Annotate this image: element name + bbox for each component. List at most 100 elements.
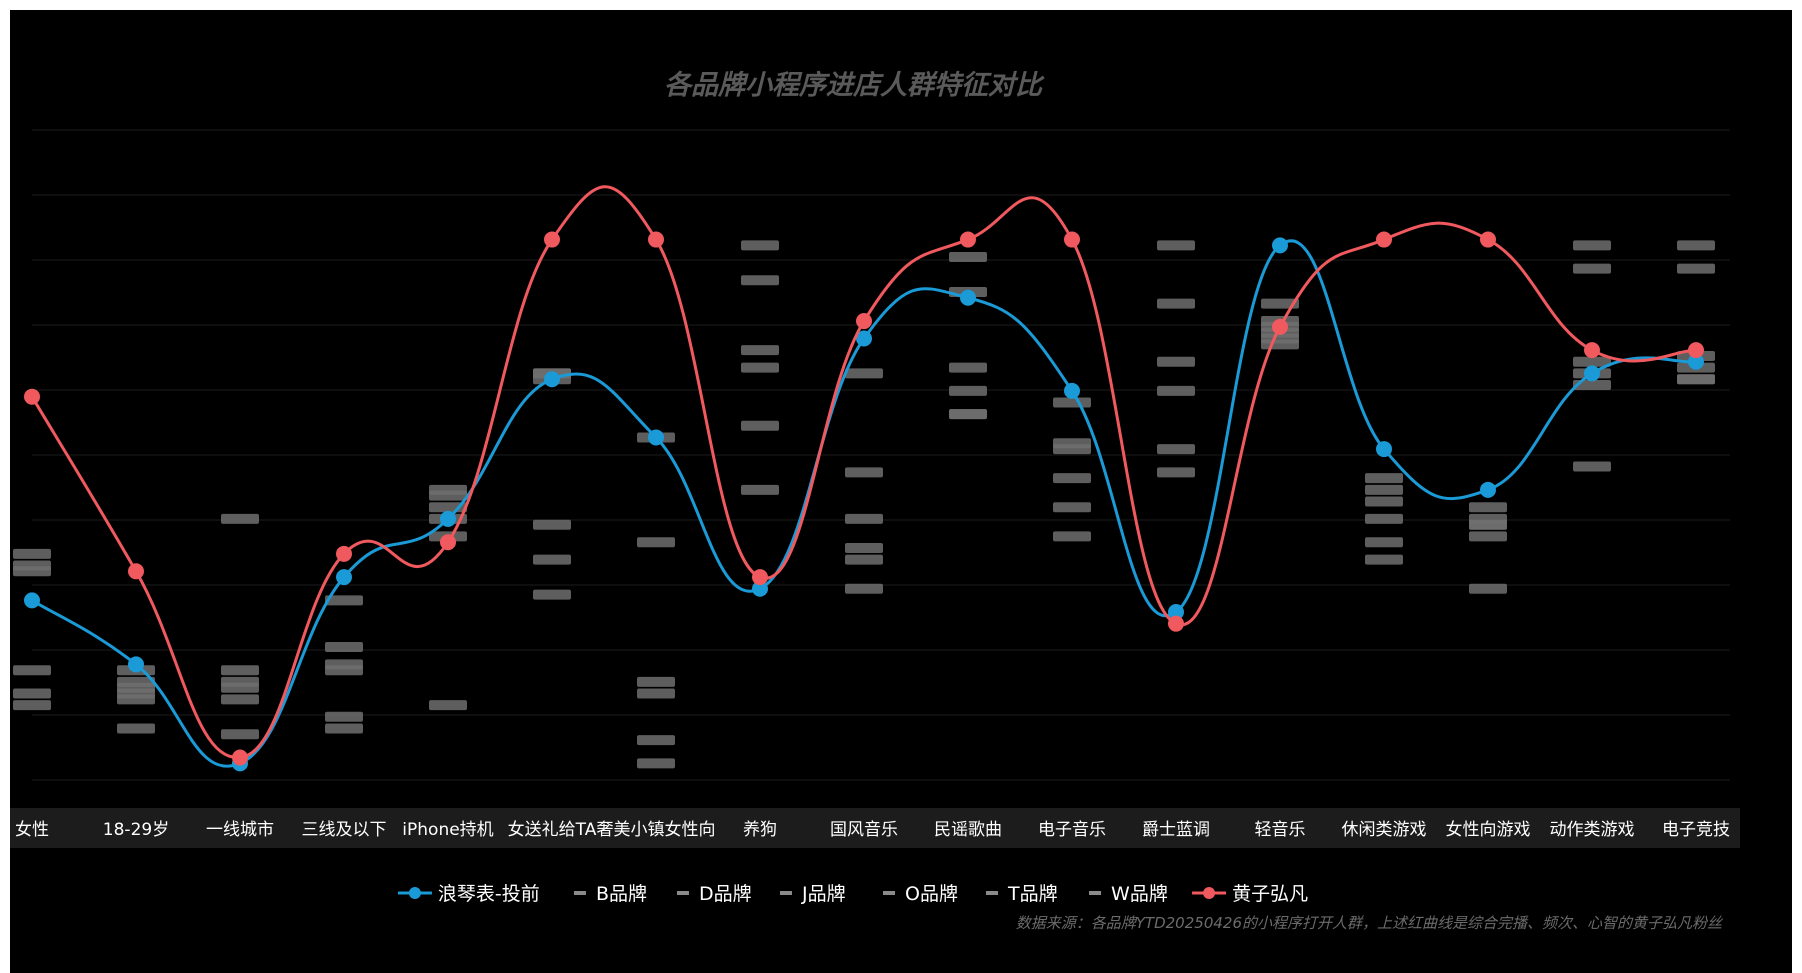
brand-marker-B品牌 [845, 368, 883, 379]
brand-marker-T品牌 [845, 554, 883, 565]
legend-swatch-D品牌 [676, 891, 689, 895]
brand-marker-W品牌 [221, 729, 259, 740]
series-point-黄子弘凡 [752, 569, 768, 586]
series-point-黄子弘凡 [440, 534, 456, 551]
category-label: 女送礼给TA [508, 820, 597, 840]
brand-marker-W品牌 [325, 723, 363, 734]
series-point-黄子弘凡 [960, 231, 976, 248]
brand-marker-W品牌 [637, 758, 675, 769]
category-label: 爵士蓝调 [1142, 820, 1210, 840]
series-point-黄子弘凡 [1376, 231, 1392, 248]
series-point-浪琴表-投前 [1480, 481, 1496, 498]
series-point-浪琴表-投前 [1584, 365, 1600, 382]
brand-marker-B品牌 [1573, 240, 1611, 251]
series-point-浪琴表-投前 [856, 330, 872, 347]
legend-swatch-T品牌 [986, 891, 999, 895]
series-line-黄子弘凡 [30, 185, 1697, 760]
series-point-浪琴表-投前 [128, 656, 144, 673]
legend-label-D品牌: D品牌 [699, 883, 752, 905]
category-label: 奢美小镇女性向 [597, 820, 716, 840]
brand-marker-D品牌 [1157, 298, 1195, 309]
series-point-黄子弘凡 [336, 545, 352, 562]
series-point-黄子弘凡 [232, 749, 248, 766]
brand-marker-W品牌 [741, 484, 779, 495]
brand-marker-J品牌 [949, 362, 987, 373]
brand-marker-W品牌 [1677, 374, 1715, 385]
category-label: iPhone持机 [402, 820, 493, 840]
brand-marker-D品牌 [1677, 263, 1715, 274]
category-label: 18-29岁 [103, 820, 169, 840]
brand-marker-T品牌 [117, 682, 155, 693]
series-point-黄子弘凡 [544, 231, 560, 248]
brand-marker-W品牌 [1261, 333, 1299, 344]
brand-marker-W品牌 [13, 700, 51, 711]
brand-marker-B品牌 [741, 240, 779, 251]
brand-marker-W品牌 [949, 409, 987, 420]
brand-marker-T品牌 [325, 711, 363, 722]
category-label: 动作类游戏 [1550, 820, 1635, 840]
category-label: 电子音乐 [1038, 820, 1106, 840]
category-label: 养狗 [743, 820, 777, 840]
legend: 浪琴表-投前 B品牌 D品牌 J品牌 O品牌 T品牌 W品牌 黄子弘凡 [397, 883, 1308, 905]
series-point-黄子弘凡 [24, 388, 40, 405]
brand-marker-B品牌 [949, 252, 987, 263]
brand-marker-T品牌 [1365, 537, 1403, 548]
series-point-黄子弘凡 [1688, 342, 1704, 359]
brand-marker-W品牌 [1365, 554, 1403, 565]
brand-marker-T品牌 [1469, 519, 1507, 530]
brand-marker-T品牌 [533, 589, 571, 600]
brand-marker-W品牌 [429, 700, 467, 711]
brand-marker-J品牌 [1157, 356, 1195, 367]
brand-marker-T品牌 [221, 694, 259, 705]
category-label: 轻音乐 [1255, 820, 1306, 840]
brand-marker-W品牌 [117, 723, 155, 734]
category-label: 电子竞技 [1662, 820, 1730, 840]
series-point-浪琴表-投前 [752, 580, 768, 597]
brand-marker-B品牌 [1365, 484, 1403, 495]
brand-marker-O品牌 [221, 676, 259, 687]
series-point-浪琴表-投前 [24, 592, 40, 609]
brand-marker-J品牌 [1365, 496, 1403, 507]
legend-label-W品牌: W品牌 [1111, 883, 1168, 905]
category-label: 女性向游戏 [1446, 820, 1531, 840]
brand-marker-B品牌 [1261, 298, 1299, 309]
series-point-浪琴表-投前 [1688, 353, 1704, 370]
brand-marker-J品牌 [1053, 438, 1091, 449]
legend-swatch-B品牌 [573, 891, 586, 895]
category-label: 三线及以下 [302, 820, 387, 840]
series-point-浪琴表-投前 [960, 289, 976, 306]
brand-marker-J品牌 [741, 345, 779, 356]
brand-marker-O品牌 [1469, 531, 1507, 542]
brand-marker-D品牌 [429, 490, 467, 501]
series-point-黄子弘凡 [128, 563, 144, 580]
brand-marker-O品牌 [533, 554, 571, 565]
chart-canvas: 各品牌小程序进店人群特征对比 女性 18-29岁 一线城市 三线及以下 iPhone持机… [10, 10, 1792, 973]
category-labels: 女性 18-29岁 一线城市 三线及以下 iPhone持机 女送礼给TA 奢美小镇女性向 养狗… [15, 820, 1730, 840]
brand-marker-O品牌 [325, 665, 363, 676]
legend-label-O品牌: O品牌 [905, 883, 958, 905]
series-point-黄子弘凡 [1272, 318, 1288, 335]
series-point-浪琴表-投前 [1064, 382, 1080, 399]
brand-marker-W品牌 [1053, 531, 1091, 542]
legend-swatch-O品牌 [883, 891, 896, 895]
brand-marker-J品牌 [637, 676, 675, 687]
series-point-浪琴表-投前 [544, 371, 560, 388]
category-label: 一线城市 [206, 820, 274, 840]
brand-marker-J品牌 [13, 560, 51, 571]
brand-marker-D品牌 [845, 467, 883, 478]
category-label: 民谣歌曲 [934, 820, 1002, 840]
series-point-浪琴表-投前 [440, 510, 456, 527]
category-label: 休闲类游戏 [1342, 820, 1427, 840]
series-point-黄子弘凡 [1584, 342, 1600, 359]
legend-swatch-dot-浪琴表-投前 [408, 887, 421, 899]
brand-marker-O品牌 [741, 362, 779, 373]
brand-marker-T品牌 [1573, 380, 1611, 391]
series-point-黄子弘凡 [1168, 615, 1184, 632]
brand-marker-J品牌 [533, 519, 571, 530]
brand-marker-D品牌 [325, 641, 363, 652]
brand-marker-D品牌 [1365, 473, 1403, 484]
brand-marker-B品牌 [1677, 240, 1715, 251]
brand-marker-B品牌 [1157, 240, 1195, 251]
category-label: 女性 [15, 820, 49, 840]
series-point-浪琴表-投前 [1168, 604, 1184, 621]
